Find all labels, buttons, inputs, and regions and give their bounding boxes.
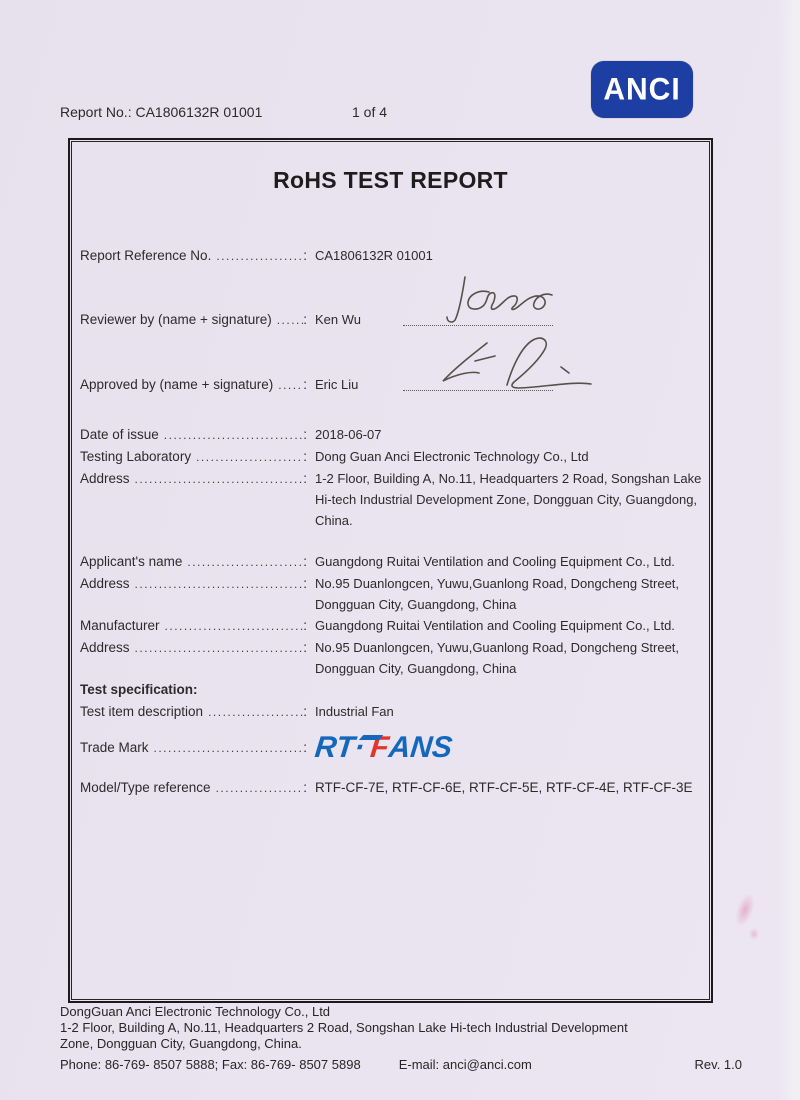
dot-leader: ........................................… (134, 641, 304, 655)
field-label: Report Reference No. (80, 248, 212, 263)
field-value: Eric Liu (315, 377, 359, 392)
field-value: CA1806132R 01001 (315, 248, 433, 263)
field-test-item-description: Test item description ..................… (80, 701, 701, 723)
footer: DongGuan Anci Electronic Technology Co.,… (60, 1004, 742, 1073)
field-laboratory-address: Address ................................… (80, 468, 701, 531)
dot-leader: ........................................… (216, 249, 304, 263)
footer-phone-fax: Phone: 86-769- 8507 5888; Fax: 86-769- 8… (60, 1057, 361, 1073)
field-manufacturer: Manufacturer ...........................… (80, 615, 701, 637)
field-value: Dong Guan Anci Electronic Technology Co.… (315, 449, 589, 464)
field-label: Manufacturer (80, 618, 160, 633)
dot-leader: ........................................… (163, 428, 303, 442)
field-label: Applicant's name (80, 554, 183, 569)
page-indicator: 1 of 4 (352, 104, 388, 120)
approver-signature (442, 337, 592, 389)
field-value: 1-2 Floor, Building A, No.11, Headquarte… (315, 471, 702, 486)
anci-logo: ANCI (591, 61, 693, 118)
field-label: Model/Type reference (80, 780, 211, 795)
field-value: RTF-CF-7E, RTF-CF-6E, RTF-CF-5E, RTF-CF-… (315, 780, 693, 795)
field-label: Address (80, 576, 130, 591)
field-applicant-address: Address ................................… (80, 573, 701, 615)
reviewer-signature (446, 276, 553, 323)
field-manufacturer-address: Address ................................… (80, 637, 701, 679)
anci-logo-text: ANCI (603, 71, 681, 107)
field-value: Hi-tech Industrial Development Zone, Don… (315, 492, 698, 507)
dot-leader: ........................................… (276, 313, 304, 327)
scan-artifact-speck (731, 891, 759, 929)
rt-fans-logo-rt: RT· (313, 731, 367, 764)
field-value: No.95 Duanlongcen, Yuwu,Guanlong Road, D… (315, 640, 680, 655)
rt-fans-logo-ans: ANS (387, 731, 454, 764)
field-label: Date of issue (80, 427, 159, 442)
field-value: China. (315, 513, 353, 528)
dot-leader: ........................................… (208, 705, 303, 719)
field-trade-mark: Trade Mark .............................… (80, 731, 454, 764)
dot-leader: ........................................… (134, 577, 304, 591)
dot-leader: ........................................… (134, 472, 304, 486)
field-value: Guangdong Ruitai Ventilation and Cooling… (315, 554, 675, 569)
dot-leader: ........................................… (164, 619, 304, 633)
dot-leader: ........................................… (153, 741, 304, 755)
report-border-box: RoHS TEST REPORT Report Reference No. ..… (68, 138, 713, 1003)
field-date-of-issue: Date of issue ..........................… (80, 424, 701, 446)
dot-leader: ........................................… (278, 378, 303, 392)
footer-address-line1: 1-2 Floor, Building A, No.11, Headquarte… (60, 1019, 628, 1035)
field-value: 2018-06-07 (315, 427, 382, 442)
footer-revision: Rev. 1.0 (694, 1057, 742, 1073)
dot-leader: ........................................… (187, 555, 304, 569)
field-label: Test item description (80, 704, 204, 719)
section-heading-test-specification: Test specification: (80, 682, 198, 697)
field-reviewer: Reviewer by (name + signature) .........… (80, 276, 701, 331)
field-value: No.95 Duanlongcen, Yuwu,Guanlong Road, D… (315, 576, 680, 591)
field-label: Address (80, 471, 130, 486)
report-title: RoHS TEST REPORT (273, 167, 508, 193)
approver-signature-line (403, 337, 592, 391)
dot-leader: ........................................… (215, 781, 304, 795)
field-value: Ken Wu (315, 312, 362, 327)
field-label: Trade Mark (80, 740, 149, 755)
field-value: Guangdong Ruitai Ventilation and Cooling… (315, 618, 675, 633)
scan-edge-strip (778, 0, 800, 1100)
field-value: Dongguan City, Guangdong, China (315, 597, 517, 612)
field-value: Dongguan City, Guangdong, China (315, 661, 517, 676)
scan-artifact-speck (749, 928, 759, 940)
rt-fans-logo: RT· F ANS (313, 731, 454, 764)
reviewer-signature-line (403, 276, 553, 326)
field-value: Industrial Fan (315, 704, 394, 719)
field-testing-laboratory: Testing Laboratory .....................… (80, 446, 701, 468)
field-model-type-reference: Model/Type reference ...................… (80, 777, 701, 799)
field-approved: Approved by (name + signature) .........… (80, 337, 701, 396)
footer-address-line2: Zone, Dongguan City, Guangdong, China. (60, 1035, 302, 1051)
field-report-reference: Report Reference No. ...................… (80, 245, 701, 267)
footer-company: DongGuan Anci Electronic Technology Co.,… (60, 1004, 331, 1019)
footer-email: E-mail: anci@anci.com (398, 1057, 532, 1073)
report-fields: Report Reference No. ...................… (70, 245, 711, 799)
field-label: Address (80, 640, 130, 655)
field-label: Reviewer by (name + signature) (80, 312, 272, 327)
field-applicant-name: Applicant's name .......................… (80, 551, 701, 573)
dot-leader: ........................................… (196, 450, 303, 464)
field-label: Approved by (name + signature) (80, 377, 274, 392)
field-label: Testing Laboratory (80, 449, 192, 464)
report-number: Report No.: CA1806132R 01001 (60, 104, 263, 120)
